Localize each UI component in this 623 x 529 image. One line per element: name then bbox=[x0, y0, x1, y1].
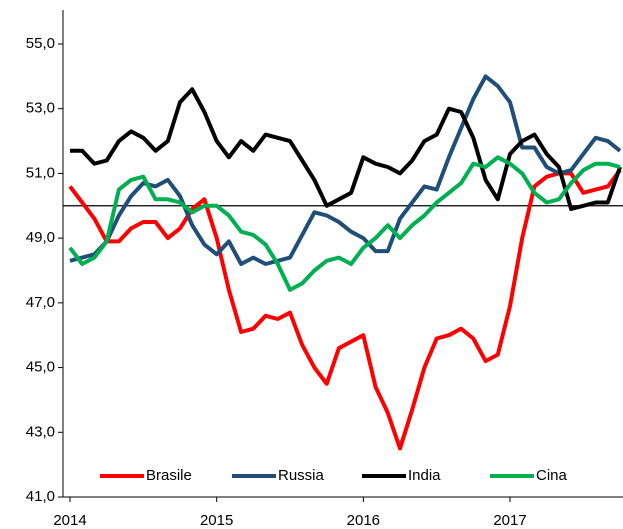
y-tick-label: 51,0 bbox=[26, 164, 55, 181]
x-tick-label: 2017 bbox=[493, 512, 526, 529]
series-line bbox=[68, 168, 622, 451]
legend-label: Brasile bbox=[146, 467, 192, 484]
y-tick-label: 49,0 bbox=[26, 229, 55, 246]
y-tick-label: 45,0 bbox=[26, 359, 55, 376]
x-tick-label: 2015 bbox=[200, 512, 233, 529]
y-tick-label: 47,0 bbox=[26, 294, 55, 311]
series-line bbox=[68, 155, 621, 292]
y-tick-label: 55,0 bbox=[26, 35, 55, 52]
x-tick-label: 2016 bbox=[347, 512, 380, 529]
legend-label: India bbox=[408, 467, 441, 484]
y-tick-label: 43,0 bbox=[26, 423, 55, 440]
series-line bbox=[69, 74, 622, 266]
y-tick-label: 53,0 bbox=[26, 100, 55, 117]
legend-label: Russia bbox=[278, 467, 325, 484]
y-tick-label: 41,0 bbox=[26, 488, 55, 505]
series-line bbox=[70, 87, 622, 211]
x-tick-label: 2014 bbox=[53, 512, 86, 529]
legend-label: Cina bbox=[536, 467, 568, 484]
